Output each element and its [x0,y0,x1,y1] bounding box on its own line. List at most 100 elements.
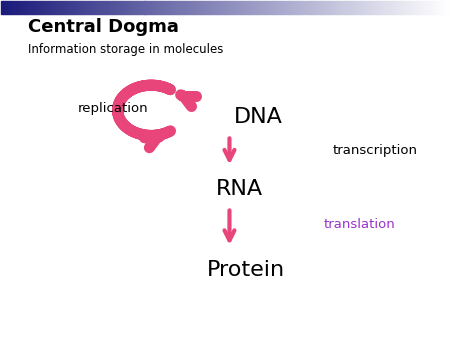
Bar [36,1,37,14]
Bar [103,1,104,14]
Bar [174,1,176,14]
Bar [16,1,18,14]
Bar [441,1,443,14]
Bar [133,1,134,14]
Bar [378,1,380,14]
Bar [446,1,447,14]
Bar [4,1,6,14]
Bar [134,1,135,14]
Bar [168,1,170,14]
Bar [384,1,386,14]
Bar [292,1,293,14]
Bar [7,1,9,14]
Bar [64,1,66,14]
Bar [182,1,183,14]
Bar [30,1,31,14]
Bar [27,1,28,14]
Bar [110,1,112,14]
Bar [194,1,195,14]
Text: translation: translation [324,218,395,231]
Bar [293,1,295,14]
Bar [220,1,222,14]
Bar [371,1,373,14]
Bar [197,1,198,14]
Bar [63,1,64,14]
Bar [204,1,206,14]
Bar [85,1,86,14]
Bar [277,1,279,14]
Bar [162,1,164,14]
Bar [417,1,419,14]
Bar [57,1,58,14]
Bar [228,1,230,14]
Bar [244,1,246,14]
Bar [167,1,168,14]
Bar [81,1,82,14]
Bar [170,1,171,14]
Bar [319,1,320,14]
Bar [389,1,391,14]
Bar [12,1,14,14]
Bar [54,1,55,14]
Bar [238,1,240,14]
Bar [386,1,387,14]
Bar [444,1,446,14]
Bar [222,1,224,14]
Bar [200,1,201,14]
Bar [297,1,298,14]
Bar [202,1,204,14]
Bar [171,1,173,14]
Bar [401,1,402,14]
Bar [306,1,307,14]
Bar [83,1,85,14]
Bar [364,1,365,14]
Bar [324,1,325,14]
Bar [358,1,359,14]
Bar [355,1,356,14]
Text: replication: replication [77,102,148,115]
Bar [90,1,91,14]
Bar [380,1,382,14]
Bar [113,1,115,14]
Bar [347,1,349,14]
Bar [140,1,141,14]
Bar [31,1,33,14]
Bar [317,1,319,14]
Bar [435,1,436,14]
Bar [73,1,74,14]
Bar [350,1,352,14]
Bar [265,1,267,14]
Bar [234,1,235,14]
Bar [289,1,291,14]
Bar [429,1,431,14]
Bar [407,1,408,14]
Bar [353,1,355,14]
Bar [328,1,329,14]
Bar [143,1,144,14]
Bar [425,1,426,14]
Bar [183,1,185,14]
Bar [209,1,210,14]
Bar [264,1,265,14]
Bar [95,1,97,14]
Bar [382,1,383,14]
Bar [192,1,194,14]
Bar [219,1,220,14]
Bar [185,1,186,14]
Bar [333,1,334,14]
Bar [241,1,243,14]
Bar [165,1,167,14]
Bar [141,1,143,14]
Bar [9,1,10,14]
Bar [117,1,119,14]
Bar [434,1,435,14]
Bar [74,1,76,14]
Bar [188,1,189,14]
Bar [155,1,157,14]
Bar [334,1,335,14]
Bar [337,1,338,14]
Bar [212,1,213,14]
Bar [267,1,268,14]
Bar [195,1,197,14]
Bar [88,1,90,14]
